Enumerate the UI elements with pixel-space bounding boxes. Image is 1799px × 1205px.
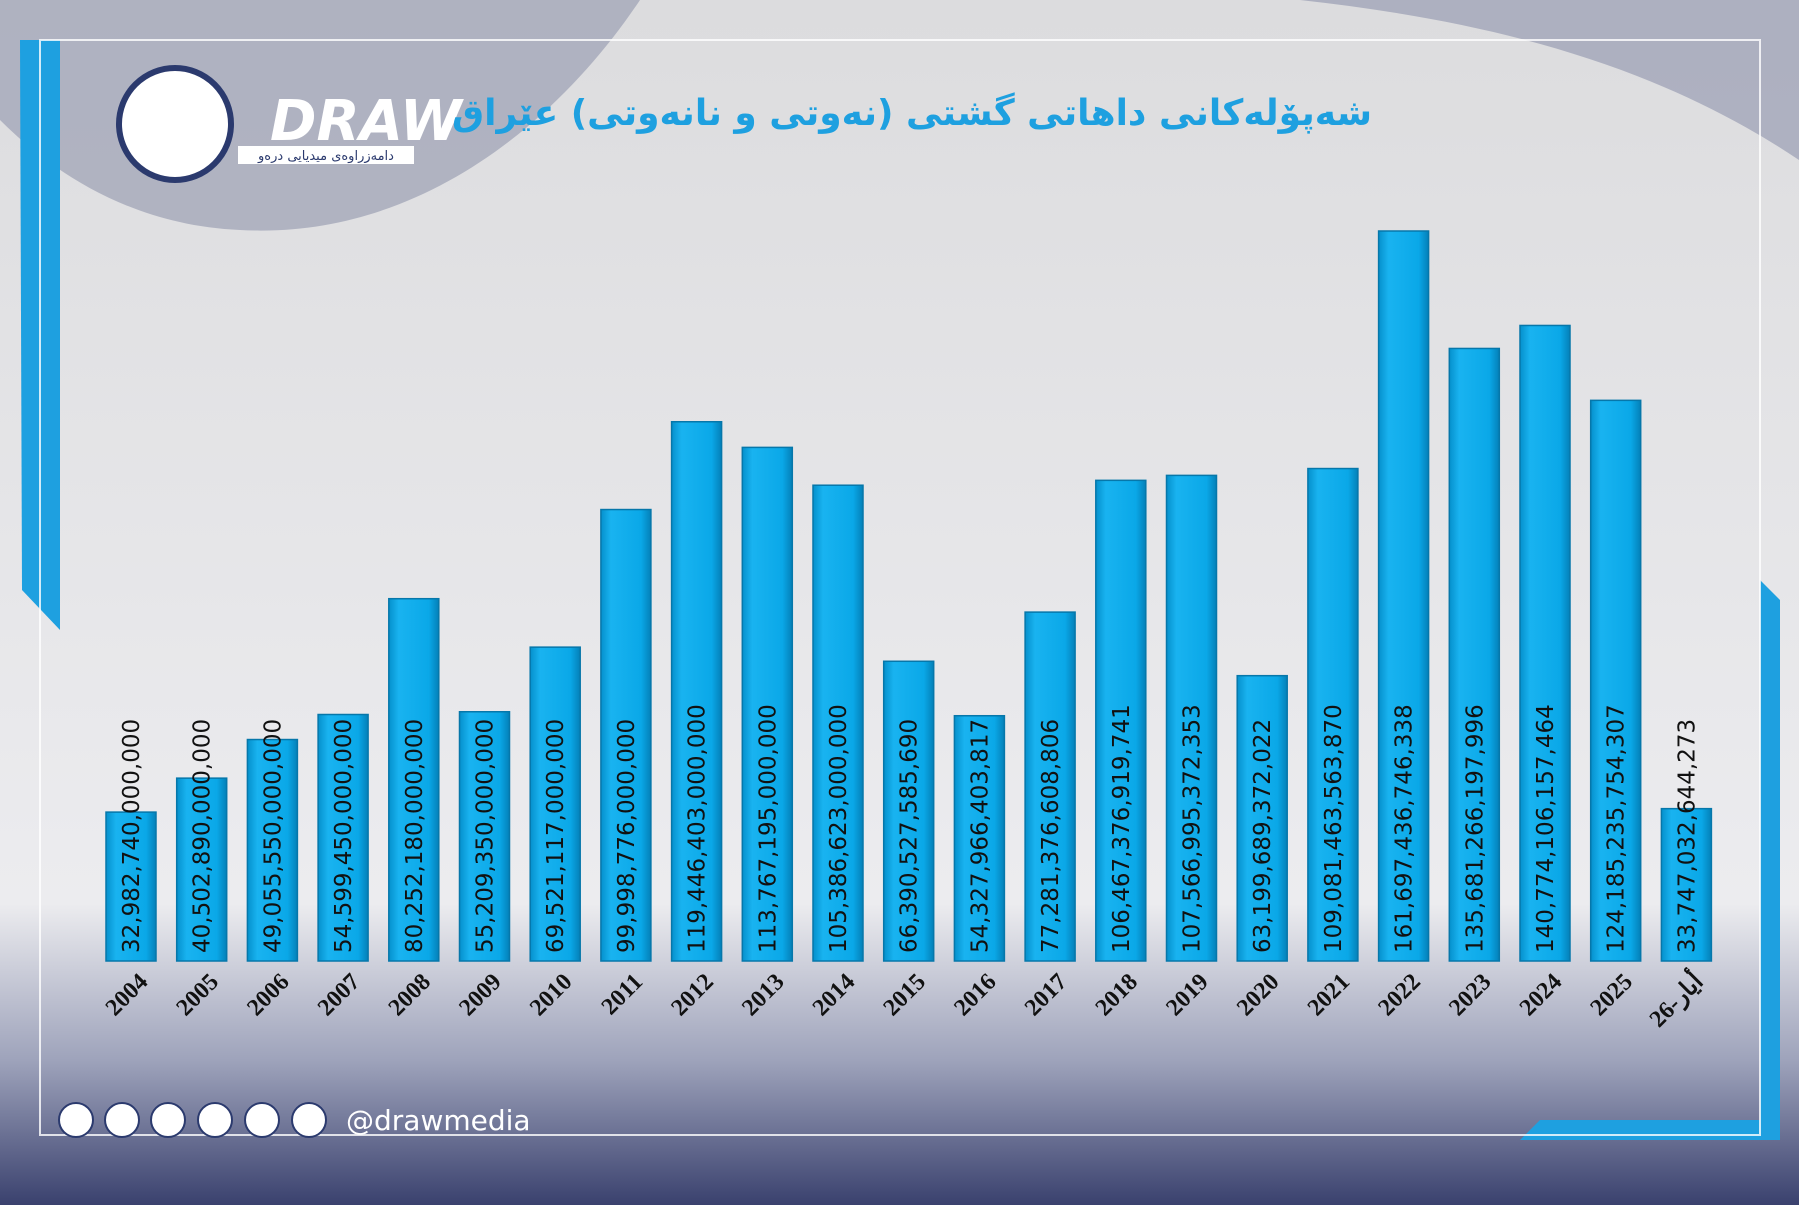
bar <box>882 660 935 962</box>
bar <box>175 777 228 962</box>
value-label: 69,521,117,000,000 <box>543 719 569 953</box>
value-label: 33,747,032,644,273 <box>1674 719 1700 953</box>
handle: @drawmedia <box>346 1104 531 1137</box>
value-label: 55,209,350,000,000 <box>473 719 499 953</box>
bar <box>1377 230 1430 962</box>
value-label: 105,386,623,000,000 <box>826 704 852 953</box>
bar <box>317 713 369 962</box>
bar <box>246 738 299 962</box>
logo-tagline: دامەزراوەی میدیایی درەو <box>257 149 394 164</box>
value-label: 113,767,195,000,000 <box>755 704 781 953</box>
bar <box>1660 807 1713 962</box>
value-label: 135,681,266,197,996 <box>1462 704 1488 953</box>
value-label: 77,281,376,608,806 <box>1038 719 1064 953</box>
value-label: 40,502,890,000,000 <box>190 719 216 953</box>
value-label: 54,327,966,403,817 <box>967 719 993 953</box>
value-label: 140,774,106,157,464 <box>1533 704 1559 953</box>
value-label: 80,252,180,000,000 <box>402 719 428 953</box>
value-label: 109,081,463,563,870 <box>1321 704 1347 953</box>
logo-text: DRAW <box>270 89 465 154</box>
value-label: 119,446,403,000,000 <box>685 704 711 953</box>
bar <box>105 811 157 962</box>
logo-band <box>238 146 414 164</box>
bar <box>1307 467 1359 962</box>
bar <box>1519 324 1571 962</box>
bar <box>458 711 511 962</box>
value-label: 63,199,689,372,022 <box>1250 719 1276 953</box>
bar <box>812 484 864 962</box>
value-label: 106,467,376,919,741 <box>1109 704 1135 953</box>
value-label: 124,185,235,754,307 <box>1604 704 1630 953</box>
bar <box>1024 611 1076 962</box>
bar <box>741 446 794 962</box>
logo <box>116 65 234 183</box>
chart-title: شەپۆلەکانی داهاتی گشتی (نەوتی و نانەوتی)… <box>452 92 1372 134</box>
value-label: 107,566,995,372,353 <box>1180 704 1206 953</box>
social-icons <box>58 1102 327 1138</box>
bar <box>1095 479 1147 962</box>
value-label: 66,390,527,585,690 <box>897 719 923 953</box>
bar <box>953 714 1006 962</box>
bar <box>1589 399 1642 962</box>
value-label: 161,697,436,746,338 <box>1392 704 1418 953</box>
bar <box>670 420 723 962</box>
value-label: 54,599,450,000,000 <box>331 719 357 953</box>
value-label: 49,055,550,000,000 <box>260 719 286 953</box>
bar <box>1448 347 1501 962</box>
frame <box>39 39 1761 1136</box>
bar <box>529 646 581 962</box>
bar <box>600 508 652 962</box>
bar <box>388 597 440 962</box>
bar <box>1236 674 1288 962</box>
value-label: 99,998,776,000,000 <box>614 719 640 953</box>
bar <box>1165 474 1218 962</box>
value-label: 32,982,740,000,000 <box>119 719 145 953</box>
